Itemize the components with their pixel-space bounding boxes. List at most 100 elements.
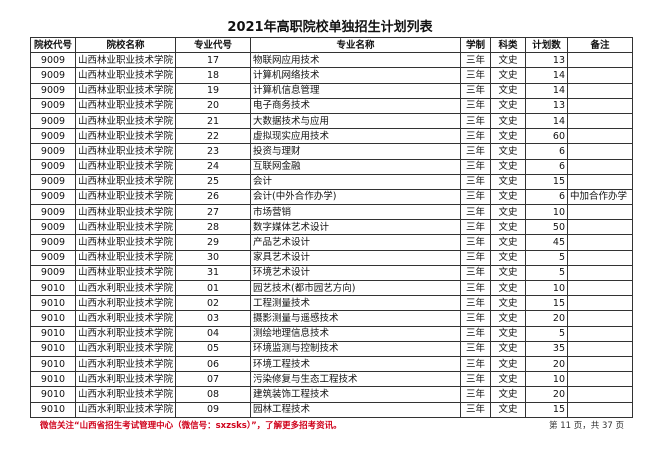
enrollment-plan-table: 院校代号 院校名称 专业代号 专业名称 学制 科类 计划数 备注 9009 山西林业职业技术学院…	[30, 36, 633, 418]
cell-category: 文史	[490, 97, 526, 114]
cell-category: 文史	[490, 158, 526, 175]
cell-duration: 三年	[460, 279, 491, 297]
cell-school-code: 9010	[30, 340, 76, 357]
cell-school-name: 山西林业职业技术学院	[75, 219, 176, 236]
cell-school-name: 山西水利职业技术学院	[75, 310, 176, 327]
cell-major-name: 产品艺术设计	[250, 234, 461, 251]
cell-remarks	[567, 279, 633, 297]
cell-plan-count: 14	[525, 82, 568, 99]
cell-major-name: 大数据技术与应用	[250, 112, 461, 130]
cell-major-code: 08	[175, 386, 251, 403]
cell-duration: 三年	[460, 325, 491, 342]
cell-remarks	[567, 219, 633, 236]
cell-duration: 三年	[460, 67, 491, 84]
cell-major-name: 会计(中外合作办学)	[250, 188, 461, 206]
cell-category: 文史	[490, 188, 526, 206]
cell-major-name: 电子商务技术	[250, 97, 461, 114]
cell-plan-count: 6	[525, 143, 568, 160]
cell-plan-count: 50	[525, 219, 568, 236]
table-row: 9010 山西水利职业技术学院 06 环境工程技术 三年 文史 20	[30, 355, 633, 373]
cell-remarks	[567, 401, 633, 418]
cell-major-name: 环境监测与控制技术	[250, 340, 461, 357]
cell-major-name: 市场营销	[250, 204, 461, 221]
cell-school-code: 9010	[30, 279, 76, 297]
cell-remarks	[567, 310, 633, 327]
header-major-code: 专业代号	[175, 36, 251, 54]
cell-plan-count: 10	[525, 279, 568, 297]
cell-school-code: 9009	[30, 52, 76, 69]
cell-major-name: 环境工程技术	[250, 355, 461, 373]
cell-major-name: 工程测量技术	[250, 295, 461, 312]
table-row: 9010 山西水利职业技术学院 04 测绘地理信息技术 三年 文史 5	[30, 325, 633, 342]
table-row: 9009 山西林业职业技术学院 17 物联网应用技术 三年 文史 13	[30, 52, 633, 69]
header-plan-count: 计划数	[525, 36, 568, 54]
cell-major-name: 环境艺术设计	[250, 264, 461, 282]
cell-major-code: 22	[175, 128, 251, 145]
cell-category: 文史	[490, 401, 526, 418]
cell-school-code: 9009	[30, 143, 76, 160]
cell-remarks	[567, 264, 633, 282]
cell-category: 文史	[490, 295, 526, 312]
table-row: 9010 山西水利职业技术学院 03 摄影测量与遥感技术 三年 文史 20	[30, 310, 633, 327]
cell-remarks: 中加合作办学	[567, 188, 633, 206]
cell-plan-count: 20	[525, 310, 568, 327]
cell-major-code: 30	[175, 249, 251, 266]
cell-major-name: 物联网应用技术	[250, 52, 461, 69]
cell-remarks	[567, 295, 633, 312]
cell-major-code: 05	[175, 340, 251, 357]
cell-duration: 三年	[460, 355, 491, 373]
cell-school-code: 9010	[30, 371, 76, 388]
cell-duration: 三年	[460, 204, 491, 221]
cell-school-name: 山西水利职业技术学院	[75, 371, 176, 388]
cell-school-name: 山西林业职业技术学院	[75, 188, 176, 206]
table-row: 9010 山西水利职业技术学院 09 园林工程技术 三年 文史 15	[30, 401, 633, 418]
table-row: 9009 山西林业职业技术学院 27 市场营销 三年 文史 10	[30, 204, 633, 221]
cell-school-code: 9009	[30, 204, 76, 221]
cell-category: 文史	[490, 173, 526, 190]
cell-school-code: 9009	[30, 188, 76, 206]
table-row: 9009 山西林业职业技术学院 22 虚拟现实应用技术 三年 文史 60	[30, 128, 633, 145]
cell-school-code: 9010	[30, 401, 76, 418]
cell-duration: 三年	[460, 128, 491, 145]
cell-school-name: 山西水利职业技术学院	[75, 340, 176, 357]
cell-school-name: 山西林业职业技术学院	[75, 67, 176, 84]
cell-plan-count: 5	[525, 249, 568, 266]
cell-category: 文史	[490, 264, 526, 282]
cell-major-name: 污染修复与生态工程技术	[250, 371, 461, 388]
table-row: 9009 山西林业职业技术学院 21 大数据技术与应用 三年 文史 14	[30, 112, 633, 130]
cell-category: 文史	[490, 340, 526, 357]
cell-category: 文史	[490, 371, 526, 388]
table-row: 9010 山西水利职业技术学院 02 工程测量技术 三年 文史 15	[30, 295, 633, 312]
cell-school-name: 山西林业职业技术学院	[75, 143, 176, 160]
cell-plan-count: 15	[525, 295, 568, 312]
cell-duration: 三年	[460, 386, 491, 403]
cell-major-name: 建筑装饰工程技术	[250, 386, 461, 403]
table-row: 9010 山西水利职业技术学院 07 污染修复与生态工程技术 三年 文史 10	[30, 371, 633, 388]
cell-major-code: 28	[175, 219, 251, 236]
cell-school-code: 9009	[30, 67, 76, 84]
cell-major-code: 19	[175, 82, 251, 99]
cell-duration: 三年	[460, 264, 491, 282]
cell-duration: 三年	[460, 143, 491, 160]
table-row: 9009 山西林业职业技术学院 26 会计(中外合作办学) 三年 文史 6 中加合作办学	[30, 188, 633, 206]
cell-school-code: 9009	[30, 234, 76, 251]
cell-duration: 三年	[460, 340, 491, 357]
cell-school-name: 山西水利职业技术学院	[75, 279, 176, 297]
cell-plan-count: 13	[525, 97, 568, 114]
table-row: 9009 山西林业职业技术学院 19 计算机信息管理 三年 文史 14	[30, 82, 633, 99]
cell-major-code: 02	[175, 295, 251, 312]
cell-plan-count: 14	[525, 112, 568, 130]
cell-major-code: 09	[175, 401, 251, 418]
cell-category: 文史	[490, 52, 526, 69]
cell-school-code: 9009	[30, 112, 76, 130]
cell-school-name: 山西水利职业技术学院	[75, 295, 176, 312]
cell-duration: 三年	[460, 97, 491, 114]
cell-duration: 三年	[460, 401, 491, 418]
cell-remarks	[567, 340, 633, 357]
cell-duration: 三年	[460, 310, 491, 327]
cell-plan-count: 10	[525, 371, 568, 388]
cell-plan-count: 15	[525, 173, 568, 190]
cell-category: 文史	[490, 310, 526, 327]
cell-school-name: 山西水利职业技术学院	[75, 325, 176, 342]
cell-major-code: 21	[175, 112, 251, 130]
